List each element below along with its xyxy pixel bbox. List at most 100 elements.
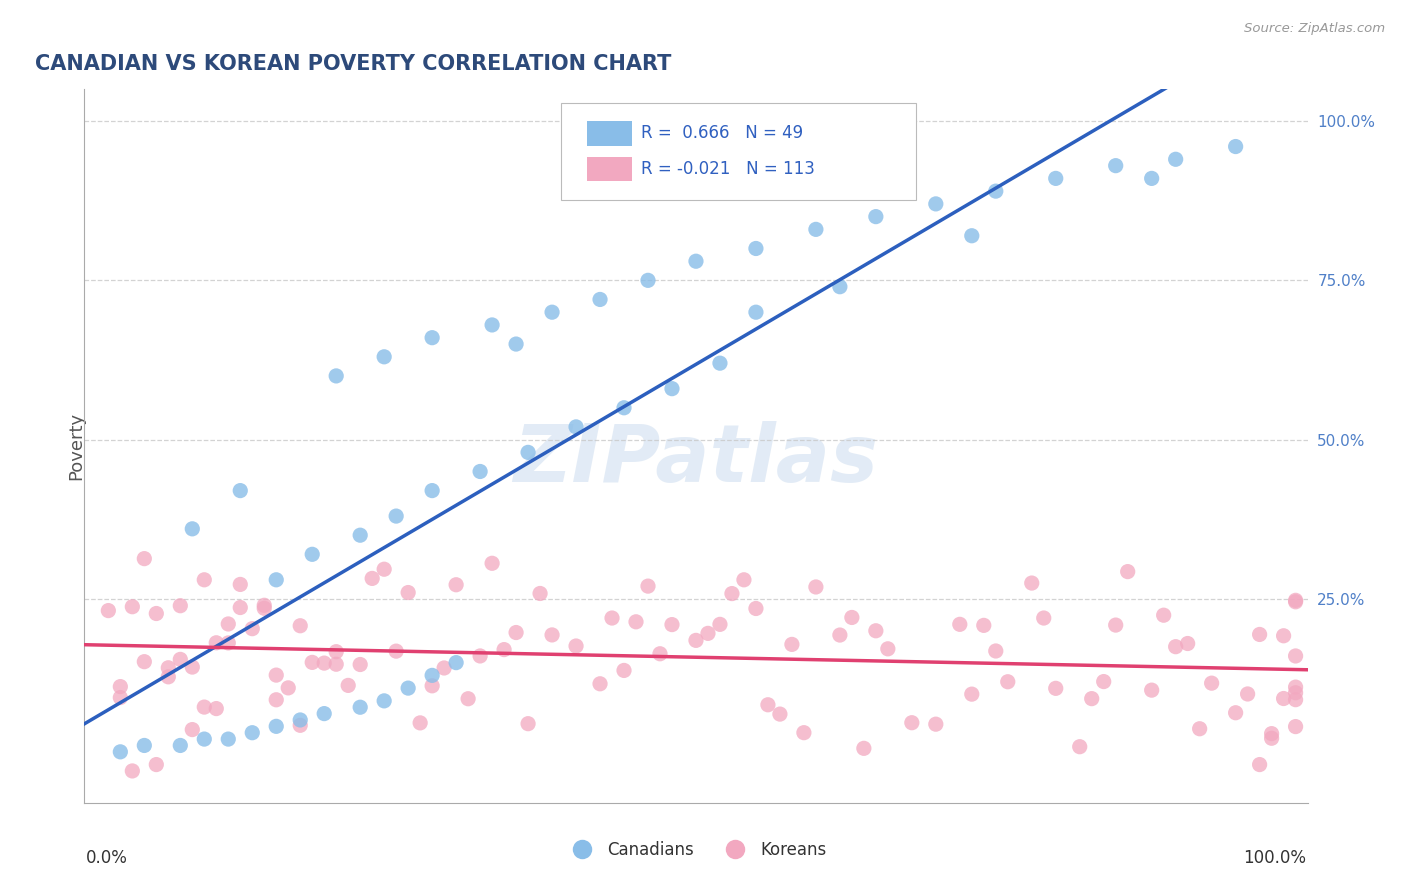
- Point: [685, 254, 707, 268]
- Point: [517, 445, 540, 459]
- Point: [396, 681, 419, 695]
- Point: [301, 547, 323, 561]
- Point: [589, 293, 612, 307]
- Point: [193, 573, 215, 587]
- Point: [420, 483, 443, 498]
- Point: [1069, 739, 1091, 754]
- Point: [661, 617, 683, 632]
- Point: [157, 661, 180, 675]
- Point: [997, 674, 1019, 689]
- Point: [505, 337, 527, 351]
- Point: [1272, 629, 1295, 643]
- Point: [637, 579, 659, 593]
- Point: [565, 420, 588, 434]
- Point: [229, 577, 252, 591]
- Point: [481, 556, 503, 570]
- Point: [253, 601, 276, 615]
- Point: [205, 636, 228, 650]
- Point: [960, 687, 983, 701]
- Point: [253, 599, 276, 613]
- Point: [1092, 674, 1115, 689]
- Point: [1284, 686, 1306, 700]
- Point: [541, 305, 564, 319]
- Point: [1284, 680, 1306, 694]
- Point: [828, 628, 851, 642]
- Point: [314, 706, 336, 721]
- Point: [169, 739, 191, 753]
- Point: [1201, 676, 1223, 690]
- Point: [529, 586, 551, 600]
- Point: [624, 615, 647, 629]
- Point: [1105, 618, 1128, 632]
- Point: [505, 625, 527, 640]
- Point: [229, 600, 252, 615]
- FancyBboxPatch shape: [588, 121, 633, 145]
- Point: [865, 210, 887, 224]
- Point: [145, 607, 167, 621]
- Text: Source: ZipAtlas.com: Source: ZipAtlas.com: [1244, 22, 1385, 36]
- Point: [1080, 691, 1102, 706]
- Point: [181, 660, 204, 674]
- Y-axis label: Poverty: Poverty: [67, 412, 84, 480]
- Point: [1284, 595, 1306, 609]
- Point: [1284, 593, 1306, 607]
- Point: [181, 522, 204, 536]
- Point: [901, 715, 924, 730]
- Point: [240, 725, 263, 739]
- Point: [541, 628, 564, 642]
- Point: [613, 664, 636, 678]
- Point: [745, 305, 768, 319]
- Text: CANADIAN VS KOREAN POVERTY CORRELATION CHART: CANADIAN VS KOREAN POVERTY CORRELATION C…: [35, 54, 672, 74]
- Point: [420, 679, 443, 693]
- Point: [804, 580, 827, 594]
- Point: [169, 652, 191, 666]
- Point: [852, 741, 875, 756]
- Point: [373, 694, 395, 708]
- Point: [494, 642, 516, 657]
- Point: [314, 656, 336, 670]
- Point: [157, 670, 180, 684]
- Point: [121, 764, 143, 778]
- Point: [1177, 636, 1199, 650]
- Point: [444, 656, 467, 670]
- Point: [325, 645, 347, 659]
- Point: [349, 657, 371, 672]
- Point: [229, 483, 252, 498]
- Point: [637, 273, 659, 287]
- Point: [240, 622, 263, 636]
- Point: [1116, 565, 1139, 579]
- Point: [337, 678, 360, 692]
- Point: [385, 644, 408, 658]
- Text: R = -0.021   N = 113: R = -0.021 N = 113: [641, 161, 815, 178]
- Point: [277, 681, 299, 695]
- Point: [709, 356, 731, 370]
- Point: [1225, 139, 1247, 153]
- Point: [325, 368, 347, 383]
- Point: [1272, 691, 1295, 706]
- Point: [984, 184, 1007, 198]
- Point: [1260, 731, 1282, 746]
- Point: [1045, 681, 1067, 696]
- Point: [745, 242, 768, 256]
- Point: [420, 331, 443, 345]
- Point: [468, 648, 491, 663]
- Point: [661, 382, 683, 396]
- Text: 0.0%: 0.0%: [86, 849, 128, 867]
- Point: [1260, 726, 1282, 740]
- Legend: Canadians, Koreans: Canadians, Koreans: [558, 835, 834, 866]
- Point: [205, 701, 228, 715]
- Point: [121, 599, 143, 614]
- Point: [745, 601, 768, 615]
- Point: [733, 573, 755, 587]
- Point: [349, 700, 371, 714]
- Point: [769, 707, 792, 722]
- Point: [373, 350, 395, 364]
- Point: [1140, 683, 1163, 698]
- Point: [349, 528, 371, 542]
- Point: [865, 624, 887, 638]
- Point: [841, 610, 863, 624]
- Point: [468, 465, 491, 479]
- Point: [110, 680, 132, 694]
- Point: [804, 222, 827, 236]
- Point: [290, 619, 312, 633]
